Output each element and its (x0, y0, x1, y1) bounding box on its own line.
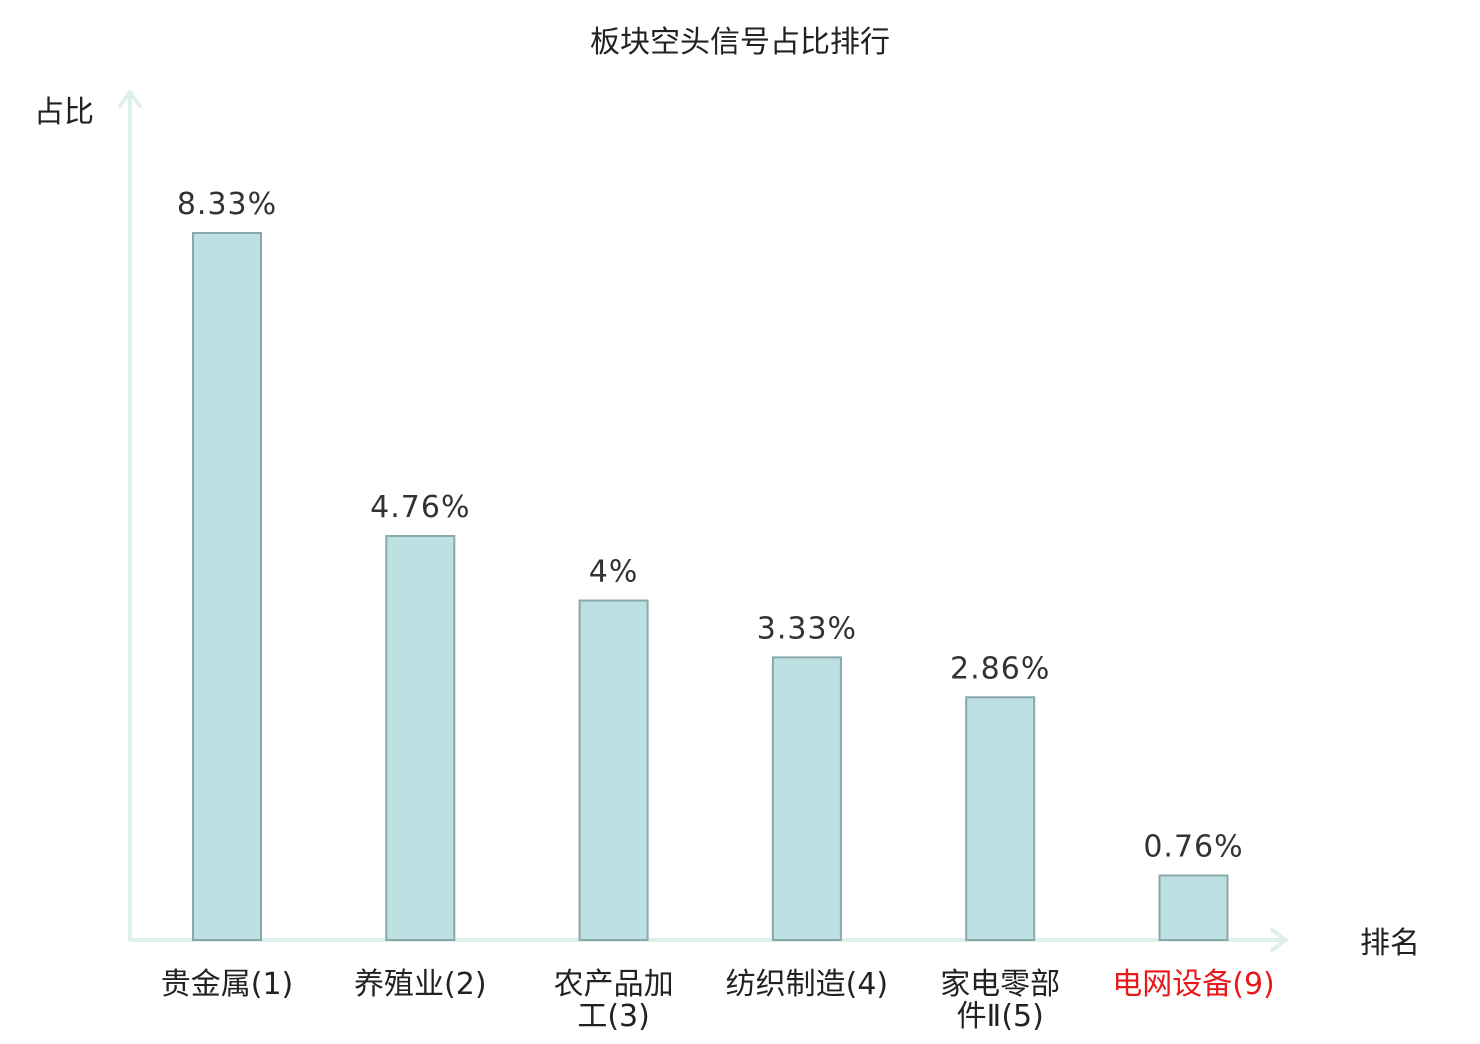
bars-group (192, 232, 1229, 941)
x-tick-label-line: 家电零部 (940, 967, 1060, 1002)
x-tick-label-line: 电网设备(9) (1112, 967, 1275, 1002)
x-tick-label-line: 工(3) (577, 999, 650, 1034)
x-tick-label-line: 纺织制造(4) (726, 967, 889, 1002)
bar-value-label-2: 4.76% (370, 490, 470, 525)
y-axis-arrow (118, 90, 142, 108)
y-axis-label: 占比 (34, 95, 94, 130)
bar-6 (1158, 874, 1229, 941)
bar-3 (578, 599, 649, 941)
x-axis-label: 排名 (1360, 926, 1420, 961)
x-tick-label-line: 贵金属(1) (161, 967, 294, 1002)
x-tick-label-line: 件Ⅱ(5) (957, 999, 1044, 1034)
x-tick-label-5: 家电零部件Ⅱ(5) (940, 967, 1060, 1034)
value-labels-group: 8.33% 4.76% 4% 3.33% 2.86% 0.76% (177, 187, 1243, 864)
bar-value-label-4: 3.33% (757, 611, 857, 646)
bar-2 (385, 535, 456, 941)
bar-value-label-6: 0.76% (1143, 829, 1243, 864)
x-tick-label-6: 电网设备(9) (1112, 967, 1275, 1002)
x-tick-label-3: 农产品加工(3) (554, 967, 674, 1034)
x-tick-label-line: 养殖业(2) (354, 967, 487, 1002)
bar-5 (965, 696, 1036, 941)
axes (118, 90, 1288, 952)
chart-title: 板块空头信号占比排行 (590, 25, 890, 60)
x-tick-label-2: 养殖业(2) (354, 967, 487, 1002)
bar-value-label-3: 4% (589, 555, 639, 590)
bar-1 (192, 232, 262, 941)
x-tick-label-line: 农产品加 (554, 967, 674, 1002)
x-tick-labels-group: 贵金属(1) 养殖业(2) 农产品加工(3) 纺织制造(4) 家电零部件Ⅱ(5) 电网设备… (161, 967, 1275, 1034)
x-tick-label-1: 贵金属(1) (161, 967, 294, 1002)
bar-value-label-1: 8.33% (177, 187, 277, 222)
x-axis-arrow (1270, 928, 1288, 952)
x-tick-label-4: 纺织制造(4) (726, 967, 889, 1002)
bar-value-label-5: 2.86% (950, 651, 1050, 686)
bar-4 (771, 656, 842, 941)
